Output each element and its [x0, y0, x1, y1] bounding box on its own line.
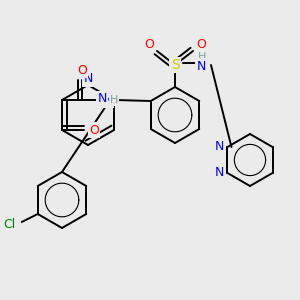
Text: O: O	[77, 64, 87, 76]
Text: N: N	[215, 140, 224, 154]
Text: O: O	[196, 38, 206, 52]
Text: H: H	[198, 52, 206, 62]
Text: N: N	[83, 73, 93, 85]
Text: N: N	[215, 167, 224, 179]
Text: O: O	[144, 38, 154, 52]
Text: Cl: Cl	[4, 218, 16, 230]
Text: N: N	[103, 94, 113, 106]
Text: S: S	[171, 58, 179, 72]
Text: H: H	[110, 95, 118, 105]
Text: N: N	[196, 59, 206, 73]
Text: N: N	[97, 92, 107, 106]
Text: O: O	[89, 124, 99, 136]
